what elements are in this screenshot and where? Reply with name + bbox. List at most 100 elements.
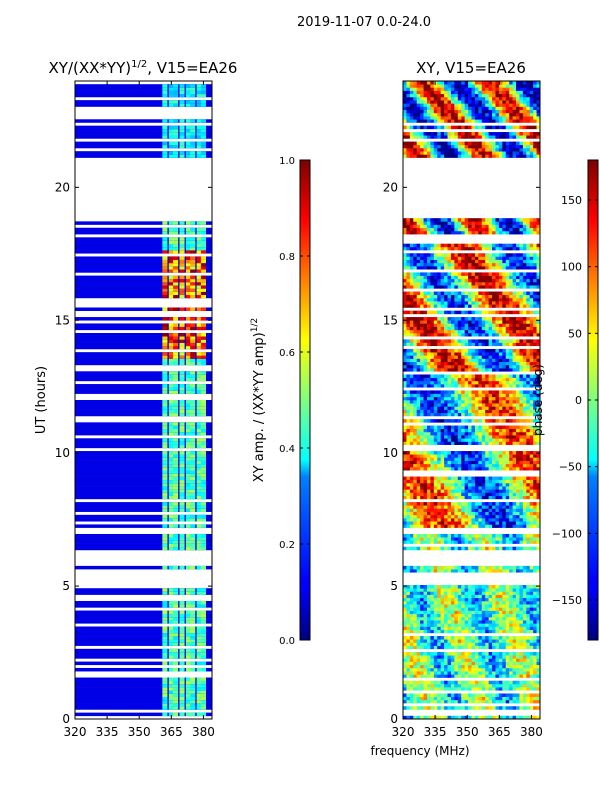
amp-cell: [185, 240, 192, 244]
phase-cell: [440, 406, 445, 410]
phase-cell: [485, 629, 489, 634]
phase-cell: [529, 342, 534, 347]
amp-cell: [168, 648, 174, 653]
phase-cell: [498, 514, 503, 519]
phase-cell: [468, 639, 472, 643]
phase-cell: [423, 636, 428, 640]
phase-cell: [464, 435, 469, 439]
phase-cell: [416, 457, 421, 461]
phase-cell: [457, 454, 462, 458]
phase-cell: [403, 419, 407, 423]
phase-cell: [505, 380, 510, 385]
phase-cell: [492, 597, 496, 602]
phase-cell: [512, 342, 517, 347]
phase-cell: [512, 441, 517, 445]
phase-cell: [413, 696, 417, 701]
phase-cell: [526, 664, 531, 669]
amp-cell: [200, 275, 207, 280]
amp-cell: [196, 537, 202, 541]
phase-cell: [437, 333, 441, 337]
phase-cell: [468, 610, 472, 615]
phase-cell: [447, 533, 452, 538]
phase-cell: [488, 374, 493, 378]
phase-cell: [461, 604, 465, 608]
phase-cell: [471, 588, 476, 592]
phase-cell: [526, 658, 531, 662]
phase-cell: [516, 655, 520, 659]
phase-cell: [440, 674, 445, 678]
amp-cell-bg: [75, 495, 212, 500]
amp-cell: [185, 227, 192, 232]
phase-cell: [512, 482, 517, 487]
amp-cell: [162, 336, 168, 340]
phase-cell: [492, 565, 496, 570]
amp-cell: [162, 546, 168, 551]
phase-cell: [406, 425, 411, 430]
phase-cell: [464, 348, 469, 353]
phase-cell: [450, 655, 455, 659]
phase-cell: [505, 607, 510, 611]
amp-cell: [162, 441, 168, 445]
phase-cell: [512, 502, 517, 506]
amp-cell: [185, 259, 192, 264]
phase-cell: [468, 352, 472, 356]
phase-cell: [416, 667, 421, 672]
phase-cell: [437, 597, 441, 602]
phase-cell: [481, 518, 486, 522]
amp-cell: [190, 422, 196, 426]
phase-cell: [478, 658, 483, 662]
phase-cell: [478, 393, 483, 398]
phase-cell: [478, 348, 483, 353]
phase-cell: [481, 585, 486, 589]
phase-cell: [526, 505, 531, 509]
phase-cell: [533, 699, 537, 704]
phase-cell: [450, 495, 455, 500]
amp-cell: [179, 361, 185, 366]
phase-cell: [406, 511, 411, 516]
phase-cell: [519, 667, 524, 672]
phase-cell: [440, 610, 445, 615]
phase-cell: [403, 585, 407, 589]
phase-cell: [433, 518, 438, 522]
amp-cell: [200, 154, 207, 158]
phase-cell: [450, 479, 455, 484]
amp-cell: [196, 683, 202, 688]
phase-cell: [440, 441, 445, 445]
phase-cell: [454, 489, 459, 493]
amp-cell-bg: [75, 403, 212, 407]
phase-cell: [495, 591, 500, 595]
phase-cell: [406, 409, 411, 414]
amp-cell: [190, 409, 196, 414]
phase-cell: [416, 594, 421, 599]
phase-cell: [433, 505, 438, 509]
phase-row: [403, 607, 540, 611]
amp-cell: [173, 103, 179, 107]
amp-cell: [179, 655, 185, 659]
phase-cell: [406, 435, 411, 439]
phase-cell: [509, 604, 513, 608]
phase-cell: [444, 505, 448, 509]
phase-cell: [454, 441, 459, 445]
phase-cell: [495, 620, 500, 624]
phase-cell: [502, 505, 507, 509]
phase-cell: [512, 361, 517, 366]
amp-cell: [185, 482, 192, 487]
phase-cell: [474, 655, 479, 659]
phase-cell: [433, 486, 438, 490]
phase-row: [403, 591, 540, 595]
phase-cell: [516, 348, 520, 353]
phase-cell: [529, 339, 534, 343]
amp-cell: [185, 632, 192, 637]
phase-cell: [488, 607, 493, 611]
phase-cell: [481, 396, 486, 401]
amp-cell: [173, 505, 179, 509]
amp-cell: [200, 463, 207, 468]
phase-cell: [409, 342, 414, 347]
phase-cell: [413, 361, 417, 366]
phase-cell: [474, 594, 479, 599]
amp-cell: [200, 639, 207, 643]
phase-cell: [471, 489, 476, 493]
phase-cell: [406, 390, 411, 394]
phase-cell: [509, 613, 513, 618]
phase-cell: [516, 441, 520, 445]
